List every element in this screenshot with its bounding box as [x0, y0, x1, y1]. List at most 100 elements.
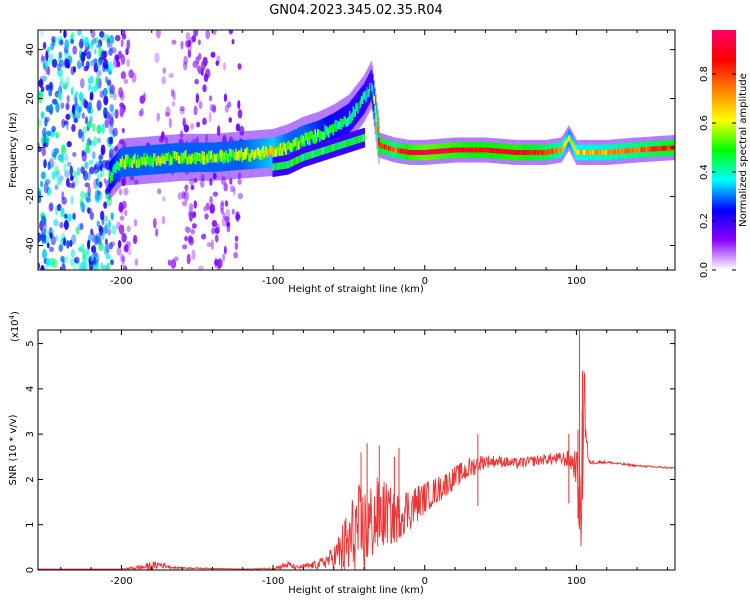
- ridge-core: [606, 149, 609, 155]
- branch-core: [354, 137, 356, 145]
- ridge-core: [647, 146, 650, 152]
- ridge-core: [561, 145, 564, 151]
- noise-speck: [44, 179, 51, 185]
- ridge-core: [164, 156, 166, 165]
- noise-speck: [232, 186, 236, 196]
- ridge-core: [283, 141, 286, 150]
- noise-speck: [119, 215, 125, 221]
- noise-speck: [61, 263, 66, 270]
- noise-speck: [104, 188, 109, 195]
- ridge-core: [309, 130, 312, 139]
- noise-speck: [101, 123, 105, 135]
- ridge-core: [399, 148, 402, 154]
- noise-speck: [161, 215, 166, 225]
- noise-speck: [79, 222, 84, 231]
- ridge-core: [530, 150, 533, 155]
- ridge-core: [530, 150, 532, 155]
- noise-speck: [40, 265, 45, 270]
- ridge-core: [302, 135, 305, 144]
- noise-speck: [118, 201, 124, 213]
- ridge-core: [376, 122, 378, 131]
- noise-speck: [179, 130, 184, 139]
- ridge-core: [370, 82, 373, 91]
- figure-title: GN04.2023.345.02.35.R04: [269, 3, 443, 18]
- ridge-core: [298, 139, 301, 148]
- ridge-core: [171, 155, 174, 164]
- noise-speck: [126, 225, 131, 233]
- noise-speck: [63, 213, 68, 219]
- noise-speck: [40, 86, 45, 93]
- ridge-core: [209, 151, 212, 160]
- noise-speck: [68, 55, 73, 66]
- noise-speck: [51, 98, 58, 105]
- ridge-core: [638, 147, 640, 153]
- noise-speck: [187, 40, 192, 48]
- ridge-core: [135, 160, 138, 168]
- branch-core: [290, 159, 293, 167]
- noise-speck: [118, 87, 124, 98]
- ridge-core: [631, 147, 633, 153]
- noise-speck: [229, 177, 233, 185]
- noise-speck: [121, 177, 127, 187]
- ridge-core: [326, 126, 328, 135]
- noise-speck: [88, 139, 93, 146]
- noise-speck: [201, 233, 207, 240]
- branch-core: [347, 139, 349, 147]
- branch-core: [333, 143, 336, 152]
- branch-core: [323, 147, 326, 155]
- ridge-core: [445, 148, 447, 154]
- ridge-core: [499, 148, 501, 154]
- noise-speck: [65, 113, 71, 120]
- noise-speck: [42, 131, 47, 142]
- ridge-core: [619, 148, 621, 154]
- noise-speck: [170, 258, 177, 269]
- ridge-core: [664, 145, 667, 151]
- noise-speck: [66, 239, 70, 249]
- noise-speck: [125, 47, 129, 56]
- noise-speck: [160, 131, 165, 141]
- ridge-core: [546, 149, 548, 155]
- noise-speck: [48, 158, 54, 170]
- noise-speck: [118, 188, 123, 196]
- ridge-core: [525, 150, 528, 155]
- ridge-core: [387, 145, 389, 151]
- noise-speck: [96, 235, 102, 246]
- ridge-core: [250, 150, 253, 158]
- ridge-core: [356, 102, 358, 111]
- ridge-core: [331, 124, 334, 132]
- ridge-core: [623, 148, 626, 154]
- spectrogram-y-tick-label: -20: [25, 188, 36, 204]
- ridge-core: [596, 150, 599, 155]
- ridge-core: [253, 151, 255, 160]
- ridge-core: [307, 132, 310, 140]
- noise-speck: [49, 232, 53, 239]
- ridge-core: [173, 150, 175, 159]
- ridge-core: [455, 147, 457, 153]
- ridge-core: [321, 131, 324, 140]
- ridge-core: [603, 150, 606, 155]
- ridge-core: [413, 150, 416, 155]
- noise-speck: [89, 75, 94, 85]
- noise-speck: [73, 117, 79, 124]
- ridge-core: [504, 149, 507, 155]
- noise-speck: [184, 184, 189, 191]
- ridge-core: [247, 153, 250, 162]
- ridge-core: [141, 157, 144, 166]
- ridge-core: [203, 151, 205, 160]
- ridge-core: [311, 131, 314, 140]
- noise-speck: [96, 69, 102, 79]
- ridge-core: [425, 149, 427, 155]
- ridge-core: [374, 105, 377, 114]
- ridge-core: [465, 147, 468, 153]
- noise-speck: [59, 154, 65, 164]
- ridge-core: [315, 135, 317, 144]
- noise-speck: [93, 48, 97, 55]
- ridge-core: [649, 146, 651, 152]
- noise-speck: [104, 119, 110, 129]
- ridge-core: [293, 139, 296, 148]
- noise-speck: [237, 109, 243, 119]
- noise-speck: [115, 221, 121, 230]
- ridge-core: [257, 147, 259, 156]
- ridge-core: [668, 145, 670, 151]
- branch-core: [361, 134, 364, 143]
